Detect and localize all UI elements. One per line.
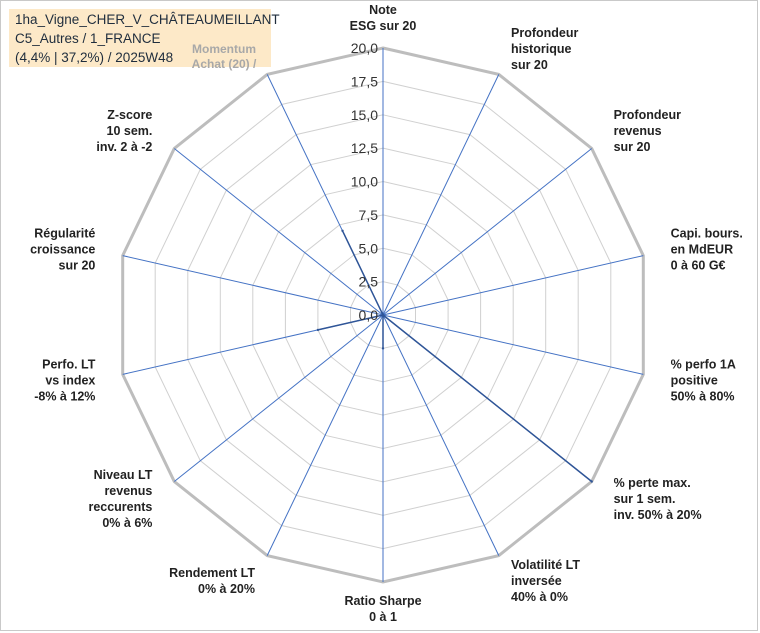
axis-label-line: sur 1 sem. xyxy=(614,492,676,506)
axis-spoke xyxy=(122,255,384,316)
axis-label: Volatilité LT inversée 40% à 0% xyxy=(511,558,580,604)
axis-label-line: -8% à 12% xyxy=(34,390,95,404)
axis-label-line: Profondeur xyxy=(511,26,578,40)
axis-label: % perte max. sur 1 sem. inv. 50% à 20% xyxy=(614,476,702,522)
tick-label: 5,0 xyxy=(359,240,379,256)
tick-label: 15,0 xyxy=(351,107,378,123)
tick-label: 20,0 xyxy=(351,40,378,56)
tick-label: 2,5 xyxy=(359,274,379,290)
axis-label: Profondeur revenus sur 20 xyxy=(614,108,681,154)
axis-label-line: sur 20 xyxy=(511,58,548,72)
tick-label: 7,5 xyxy=(359,207,379,223)
axis-label-line: inversée xyxy=(511,574,562,588)
axis-label-line: positive xyxy=(671,374,718,388)
axis-label-line: inv. 2 à -2 xyxy=(96,140,152,154)
title-line-3: (4,4% | 37,2%) / 2025W48 xyxy=(15,50,174,65)
axis-spoke xyxy=(382,255,644,316)
axis-label-line: Perfo. LT xyxy=(42,358,96,372)
axis-label-line: revenus xyxy=(104,484,152,498)
axis-label-line: 50% à 80% xyxy=(671,390,735,404)
axis-label-line: 10 sem. xyxy=(107,124,153,138)
axis-label: Note ESG sur 20 xyxy=(350,3,417,33)
axis-spoke xyxy=(382,74,500,316)
axis-label: Z-score 10 sem. inv. 2 à -2 xyxy=(96,108,152,154)
axis-label: Perfo. LT vs index -8% à 12% xyxy=(34,358,96,404)
axis-spoke xyxy=(382,314,644,375)
axis-label: Régularité croissance sur 20 xyxy=(30,226,95,272)
axis-label-line: Niveau LT xyxy=(94,468,153,482)
axis-label: Ratio Sharpe 0 à 1 xyxy=(344,594,421,624)
axis-label-line: 40% à 0% xyxy=(511,590,568,604)
axis-label-line: Capi. bours. xyxy=(671,226,743,240)
axis-spoke xyxy=(382,314,500,556)
series-point xyxy=(341,229,344,232)
series-area xyxy=(317,230,593,483)
axis-label-line: 0% à 6% xyxy=(102,516,152,530)
axis-label: Profondeur historique sur 20 xyxy=(511,26,578,72)
radar-axis-labels: Note ESG sur 20 Profondeur historique sur 20… xyxy=(30,3,743,624)
axis-label-line: Régularité xyxy=(34,226,95,240)
axis-spoke xyxy=(382,148,593,316)
momentum-label-1: Momentum xyxy=(192,42,256,56)
series-point xyxy=(316,328,320,332)
tick-label: 0,0 xyxy=(359,307,379,323)
series-point xyxy=(590,480,593,483)
axis-label-line: Rendement LT xyxy=(169,566,255,580)
axis-spoke xyxy=(173,148,384,316)
axis-label-line: vs index xyxy=(45,374,95,388)
axis-spoke xyxy=(173,314,384,482)
axis-label-line: sur 20 xyxy=(614,140,651,154)
axis-label-line: croissance xyxy=(30,242,95,256)
axis-label-line: reccurents xyxy=(88,500,152,514)
axis-label-line: en MdEUR xyxy=(671,242,734,256)
axis-label-line: Note xyxy=(369,3,397,17)
axis-label-line: revenus xyxy=(614,124,662,138)
axis-label-line: sur 20 xyxy=(59,258,96,272)
axis-label-line: Profondeur xyxy=(614,108,681,122)
title-line-1: 1ha_Vigne_CHER_V_CHÂTEAUMEILLANT xyxy=(15,12,280,27)
axis-label-line: Z-score xyxy=(107,108,152,122)
series-point xyxy=(381,313,385,317)
axis-label-line: % perfo 1A xyxy=(671,358,736,372)
radar-tick-labels: 0,0 2,5 5,0 7,5 10,0 12,5 15,0 17,5 20,0 xyxy=(351,40,378,323)
axis-label: Rendement LT 0% à 20% xyxy=(169,566,255,596)
axis-label-line: inv. 50% à 20% xyxy=(614,508,702,522)
series-point xyxy=(381,347,385,350)
tick-label: 12,5 xyxy=(351,140,378,156)
axis-label: Capi. bours. en MdEUR 0 à 60 G€ xyxy=(671,226,743,272)
tick-label: 17,5 xyxy=(351,73,378,89)
axis-label-line: 0 à 60 G€ xyxy=(671,258,726,272)
axis-label-line: Ratio Sharpe xyxy=(344,594,421,608)
tick-label: 10,0 xyxy=(351,174,378,190)
axis-label-line: Volatilité LT xyxy=(511,558,580,572)
axis-label-line: historique xyxy=(511,42,571,56)
axis-label-line: % perte max. xyxy=(614,476,691,490)
chart-title-box: 1ha_Vigne_CHER_V_CHÂTEAUMEILLANT C5_Autr… xyxy=(9,9,280,67)
radar-series xyxy=(316,229,593,483)
axis-label-line: 0% à 20% xyxy=(198,582,255,596)
axis-label: % perfo 1A positive 50% à 80% xyxy=(671,358,736,404)
axis-spoke xyxy=(266,314,384,556)
axis-label-line: ESG sur 20 xyxy=(350,19,417,33)
axis-label: Niveau LT revenus reccurents 0% à 6% xyxy=(88,468,152,530)
axis-label-line: 0 à 1 xyxy=(369,610,397,624)
title-line-2: C5_Autres / 1_FRANCE xyxy=(15,31,161,46)
radar-spokes xyxy=(122,48,644,582)
momentum-label-2: Achat (20) / xyxy=(191,57,257,71)
